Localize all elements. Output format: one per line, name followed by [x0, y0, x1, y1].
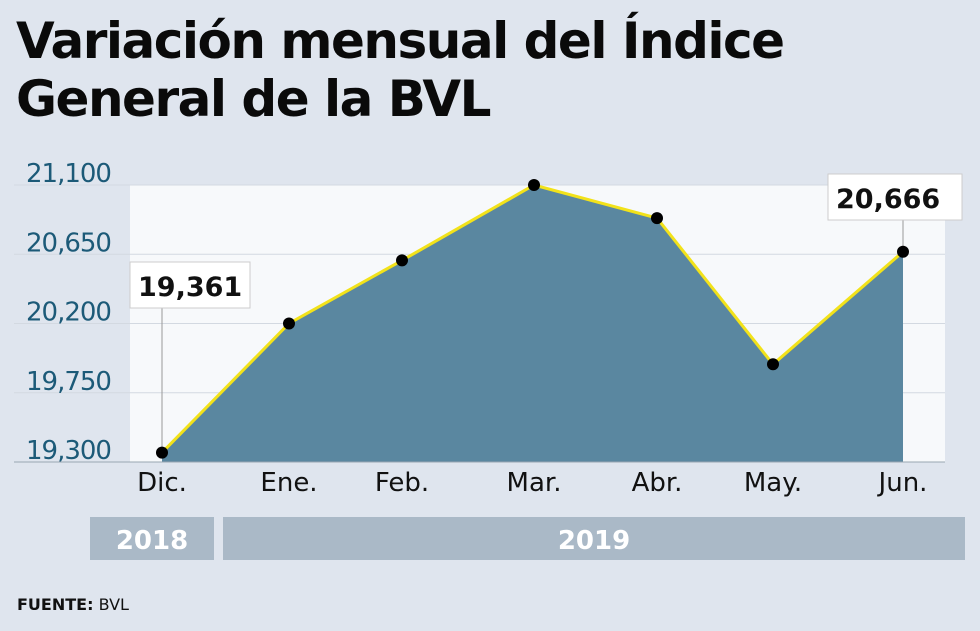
y-tick-label: 19,300 — [26, 436, 111, 466]
x-tick-label: Abr. — [632, 468, 683, 498]
x-tick-label: Feb. — [375, 468, 429, 498]
x-tick-label: Mar. — [507, 468, 562, 498]
data-point — [897, 245, 909, 258]
source-value: BVL — [98, 595, 129, 614]
year-bar — [90, 517, 214, 560]
data-point — [528, 179, 540, 191]
source-label: FUENTE: — [17, 595, 94, 614]
chart-title: Variación mensual del Índice General de … — [16, 12, 785, 128]
data-point — [767, 358, 779, 371]
y-tick-label: 19,750 — [26, 367, 111, 397]
source-note: FUENTE: BVL — [17, 595, 129, 614]
y-tick-label: 21,100 — [26, 159, 111, 189]
y-tick-label: 20,650 — [26, 228, 111, 258]
year-label: 2019 — [558, 526, 630, 556]
data-point — [651, 212, 663, 225]
data-point — [283, 317, 295, 330]
year-bar — [223, 517, 965, 560]
area-fill — [162, 185, 903, 462]
callout-box — [129, 261, 251, 309]
year-label: 2018 — [116, 526, 188, 556]
x-tick-label: Dic. — [137, 468, 187, 498]
data-point — [156, 446, 168, 459]
x-tick-label: Jun. — [877, 468, 928, 498]
callout-label: 20,666 — [836, 184, 940, 215]
data-point — [396, 254, 408, 267]
callout-label: 19,361 — [138, 272, 242, 303]
x-tick-label: May. — [744, 468, 802, 498]
callout-box — [827, 173, 963, 221]
x-tick-label: Ene. — [260, 468, 317, 498]
y-tick-label: 20,200 — [26, 298, 111, 328]
